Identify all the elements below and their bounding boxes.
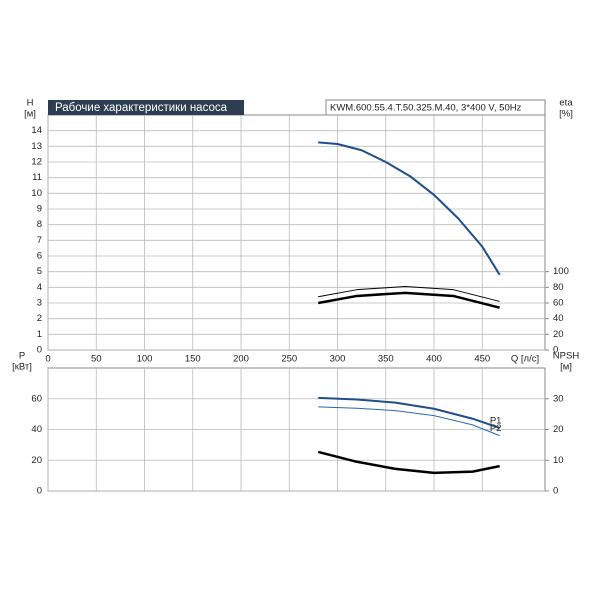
plot-area <box>47 114 546 351</box>
y-tick-label: 8 <box>37 219 42 230</box>
y-tick-label: 60 <box>31 393 42 404</box>
series-line <box>318 406 500 437</box>
y-tick-label: 14 <box>31 125 42 136</box>
series-label: P1 <box>490 415 502 426</box>
series-line <box>318 396 500 429</box>
y-tick-label: 0 <box>37 486 42 497</box>
y-tick-label: 20 <box>31 455 42 466</box>
x-tick-label: 250 <box>281 354 297 365</box>
y2-tick-label: 20 <box>553 329 564 340</box>
y-tick-label: 40 <box>31 424 42 435</box>
series-line <box>318 286 500 302</box>
y2-axis-label: NPSH <box>553 351 580 362</box>
y-axis-unit: [кВт] <box>12 362 32 373</box>
x-tick-label: 100 <box>137 354 153 365</box>
series-line <box>318 141 501 276</box>
y-tick-label: 13 <box>31 141 42 152</box>
x-tick-label: 0 <box>45 354 50 365</box>
y-axis-label: H <box>27 98 34 109</box>
y2-tick-label: 30 <box>553 393 564 404</box>
y-tick-label: 12 <box>31 157 42 168</box>
y2-tick-label: 10 <box>553 455 564 466</box>
y2-tick-label: 100 <box>553 266 569 277</box>
y-tick-label: 7 <box>37 235 42 246</box>
y-tick-label: 2 <box>37 313 42 324</box>
x-axis-label: Q [л/с] <box>511 354 539 365</box>
y2-tick-label: 0 <box>553 345 558 356</box>
chart-title: Рабочие характеристики насоса <box>55 102 228 114</box>
x-tick-label: 450 <box>474 354 490 365</box>
series-line <box>317 291 500 309</box>
x-tick-label: 200 <box>233 354 249 365</box>
y-axis-unit: [м] <box>24 109 36 120</box>
y2-tick-label: 40 <box>553 313 564 324</box>
y2-axis-unit: [%] <box>559 109 573 120</box>
y-axis-label: P <box>19 351 25 362</box>
y2-axis-label: eta <box>559 98 573 109</box>
y-tick-label: 0 <box>37 345 42 356</box>
y2-tick-label: 80 <box>553 282 564 293</box>
y-tick-label: 1 <box>37 329 42 340</box>
x-tick-label: 50 <box>91 354 102 365</box>
y-tick-label: 9 <box>37 204 42 215</box>
x-tick-label: 350 <box>378 354 394 365</box>
y2-tick-label: 0 <box>553 486 558 497</box>
y-tick-label: 3 <box>37 298 42 309</box>
title-box <box>48 100 244 115</box>
y2-axis-unit: [м] <box>560 362 572 373</box>
y-tick-label: 11 <box>32 172 42 183</box>
y2-tick-label: 60 <box>553 298 564 309</box>
subtitle-box <box>325 99 546 116</box>
y2-tick-label: 20 <box>553 424 564 435</box>
y-tick-label: 10 <box>31 188 42 199</box>
y-tick-label: 5 <box>37 266 42 277</box>
chart-subtitle: KWM.600.55.4.T.50.325.M.40, 3*400 V, 50H… <box>330 103 522 114</box>
x-tick-label: 400 <box>426 354 442 365</box>
y-tick-label: 4 <box>37 282 42 293</box>
y-tick-label: 6 <box>37 251 42 262</box>
x-tick-label: 150 <box>185 354 201 365</box>
series-line <box>317 450 500 475</box>
x-tick-label: 300 <box>330 354 346 365</box>
series-label: P2 <box>490 423 502 434</box>
